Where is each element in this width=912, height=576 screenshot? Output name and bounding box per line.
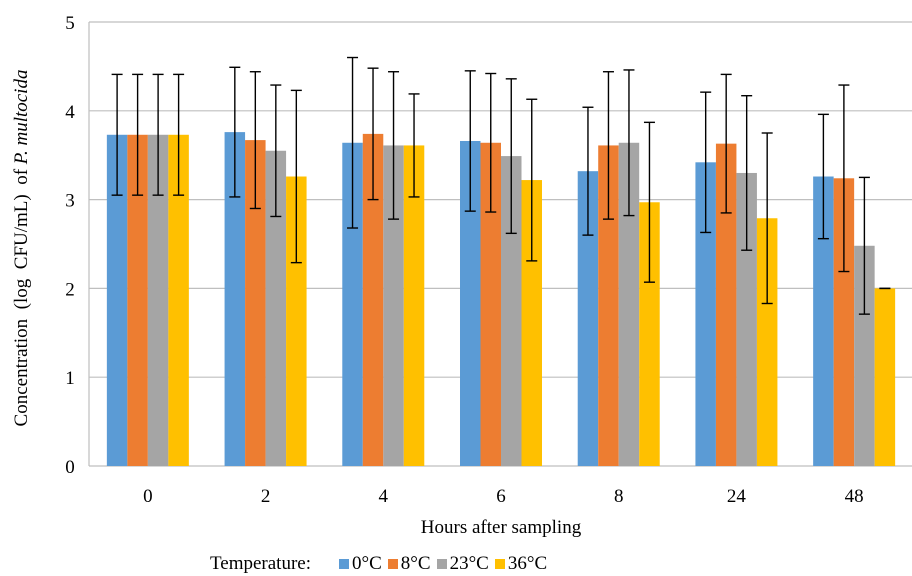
- x-tick-label: 2: [261, 486, 271, 507]
- error-bars: [111, 56, 891, 315]
- bar-0°C-8: [577, 171, 599, 466]
- bar-23°C-24: [736, 172, 757, 466]
- x-tick-label: 8: [614, 486, 624, 507]
- bar-0°C-6: [460, 140, 481, 466]
- legend-swatch: [339, 559, 350, 569]
- error-bar-8°C-48: [838, 84, 850, 273]
- error-bar-0°C-6: [464, 70, 476, 212]
- error-bar-8°C-2: [249, 71, 261, 210]
- bar-8°C-8: [598, 145, 619, 466]
- bar-0°C-4: [342, 142, 363, 466]
- error-bar-23°C-8: [623, 69, 635, 217]
- error-bar-8°C-8: [602, 71, 614, 220]
- bar-36°C-2: [286, 176, 307, 466]
- error-bar-36°C-6: [526, 98, 538, 262]
- x-axis-title: Hours after sampling: [421, 517, 582, 538]
- error-bar-8°C-4: [367, 67, 379, 201]
- error-bar-0°C-48: [817, 113, 829, 240]
- error-bar-0°C-0: [111, 73, 123, 196]
- bar-8°C-6: [480, 142, 501, 466]
- y-tick-label: 1: [65, 368, 75, 389]
- error-bar-8°C-24: [720, 73, 732, 214]
- x-tick-label: 24: [727, 486, 747, 507]
- error-bar-23°C-6: [505, 78, 517, 235]
- bar-36°C-8: [639, 202, 660, 467]
- error-bar-36°C-2: [290, 89, 302, 264]
- y-axis-title-text: Concentration (log CFU/mL) of: [11, 164, 32, 426]
- bar-36°C-4: [403, 145, 425, 466]
- x-tick-label: 4: [379, 486, 389, 507]
- bar-36°C-48: [874, 288, 896, 466]
- error-bar-36°C-0: [173, 73, 185, 196]
- bar-8°C-0: [127, 134, 148, 466]
- legend-item-0°C: 0°C: [339, 553, 382, 575]
- bar-8°C-4: [362, 133, 384, 466]
- legend-label: 8°C: [400, 553, 431, 574]
- legend-label: 36°C: [507, 553, 548, 574]
- y-axis-title-species: P. multocida: [11, 70, 32, 166]
- bar-8°C-24: [715, 143, 737, 466]
- bar-23°C-4: [383, 145, 404, 466]
- error-bar-23°C-0: [152, 73, 164, 196]
- legend-label: 0°C: [352, 553, 382, 574]
- legend-item-8°C: 8°C: [387, 553, 431, 575]
- x-tick-label: 0: [143, 486, 153, 507]
- legend-swatch: [494, 559, 505, 569]
- error-bar-8°C-6: [485, 72, 497, 213]
- bar-36°C-0: [168, 134, 189, 466]
- bars: [106, 132, 896, 467]
- y-tick-label: 4: [65, 102, 75, 123]
- legend-items: 0°C 8°C 23°C 36°C: [339, 553, 553, 575]
- bar-8°C-2: [245, 140, 266, 466]
- bar-23°C-8: [618, 142, 640, 466]
- bar-0°C-2: [224, 132, 246, 466]
- y-tick-label: 0: [65, 457, 75, 478]
- bar-0°C-0: [106, 134, 128, 466]
- error-bar-36°C-4: [408, 93, 420, 198]
- error-bar-23°C-4: [388, 71, 400, 220]
- error-bar-23°C-24: [741, 95, 753, 251]
- x-tick-label: 6: [496, 486, 506, 507]
- legend-title: Temperature:: [210, 553, 312, 574]
- y-tick-labels: 0 1 2 3 4 5: [65, 13, 75, 478]
- error-bar-23°C-48: [858, 176, 870, 315]
- bar-8°C-48: [833, 178, 855, 466]
- bar-23°C-0: [147, 134, 169, 466]
- error-bar-8°C-0: [132, 73, 144, 196]
- y-tick-label: 2: [65, 279, 75, 300]
- y-tick-label: 3: [65, 191, 75, 212]
- error-bar-0°C-24: [700, 91, 712, 234]
- y-tick-label: 5: [65, 13, 75, 34]
- bar-23°C-48: [854, 245, 875, 466]
- legend-swatch: [436, 559, 447, 569]
- legend-item-36°C: 36°C: [494, 553, 548, 575]
- error-bar-23°C-2: [270, 84, 282, 218]
- bar-0°C-24: [695, 162, 716, 466]
- legend: Temperature: 0°C 8°C 23°C 36°C: [210, 552, 553, 576]
- bar-36°C-24: [756, 218, 778, 466]
- error-bar-36°C-8: [643, 121, 655, 283]
- legend-item-23°C: 23°C: [436, 553, 489, 575]
- error-bar-0°C-4: [347, 56, 359, 229]
- bar-36°C-6: [521, 180, 542, 466]
- legend-label: 23°C: [449, 553, 489, 574]
- error-bar-36°C-24: [761, 132, 773, 305]
- y-axis-title: Concentration (log CFU/mL) of P. multoci…: [11, 70, 32, 427]
- x-tick-labels: 0 2 4 6 8 24 48: [143, 486, 864, 507]
- legend-swatch: [387, 559, 398, 569]
- x-tick-label: 48: [845, 486, 864, 507]
- error-bar-0°C-8: [582, 106, 594, 236]
- bar-0°C-48: [813, 176, 834, 466]
- bar-23°C-2: [265, 150, 287, 466]
- error-bar-0°C-2: [229, 66, 241, 198]
